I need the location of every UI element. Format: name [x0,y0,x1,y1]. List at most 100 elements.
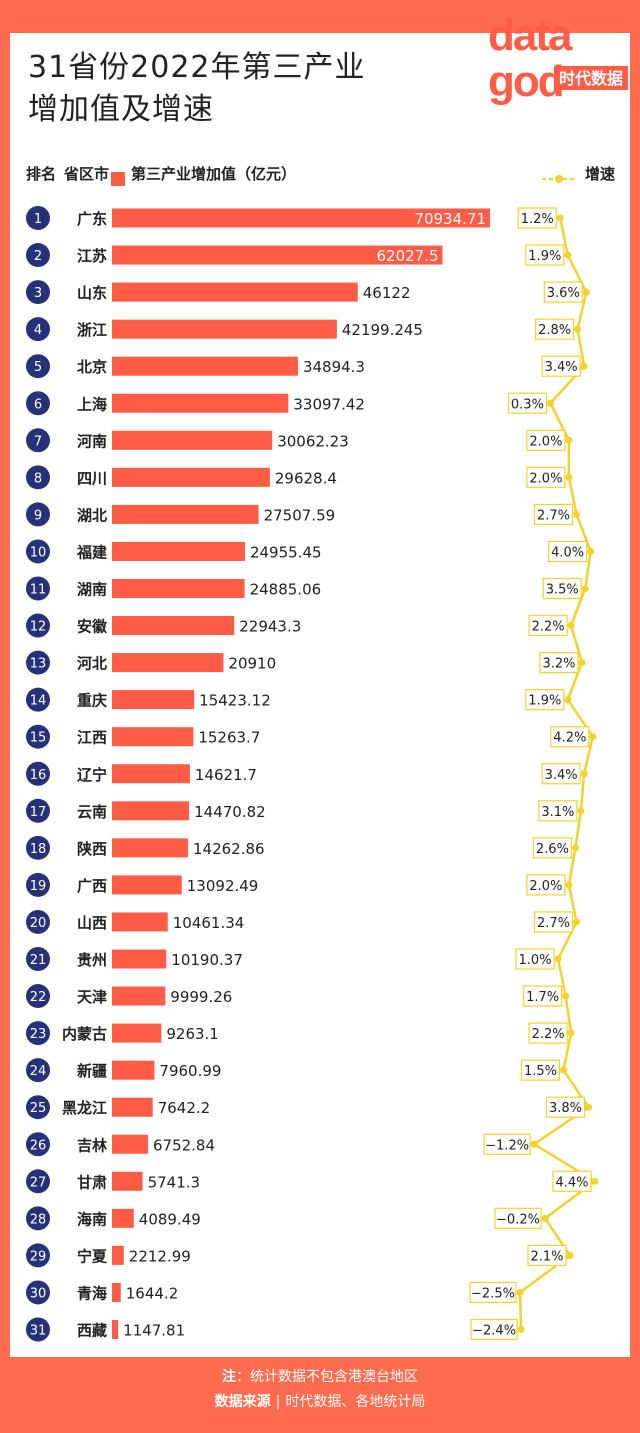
bar-value-label: 7960.99 [159,1062,221,1080]
footer-source-sep: | [275,1394,281,1410]
growth-label-box [533,911,574,933]
bar [112,801,190,821]
bar [112,616,235,636]
footer-source: 数据来源 | 时代数据、各地统计局 [0,1390,640,1415]
rank-label: 18 [30,842,47,857]
rank-label: 10 [30,545,47,560]
growth-value-label: 2.0% [529,434,562,449]
bar-value-label: 7642.2 [158,1099,211,1117]
province-label: 吉林 [77,1136,108,1154]
province-label: 宁夏 [77,1247,108,1265]
growth-value-label: 1.0% [519,953,552,968]
rank-circle [26,761,50,786]
footer-source-label: 数据来源 [214,1394,271,1410]
footer-source-text: 时代数据、各地统计局 [285,1394,426,1410]
growth-value-label: 1.7% [526,990,559,1005]
bar-value-label: 14470.82 [194,803,266,821]
growth-value-label: 3.2% [542,657,575,672]
province-label: 黑龙江 [62,1099,107,1117]
bar-value-label: 30062.23 [277,432,349,450]
rank-circle [26,1132,50,1157]
growth-label-box [539,651,579,674]
province-label: 海南 [77,1210,107,1228]
province-label: 西藏 [77,1322,107,1340]
bar [112,1245,124,1265]
bar [112,541,245,561]
rank-circle [26,650,50,675]
growth-value-label: −1.2% [485,1138,529,1153]
bar-value-label: 5741.3 [148,1173,201,1191]
bar-value-label: 10461.34 [173,914,245,932]
header-value-legend: 第三产业增加值（亿元） [131,165,297,183]
growth-value-label: −2.5% [471,1286,515,1301]
header-rank: 排名 [26,165,57,183]
growth-point [565,436,573,444]
rank-circle [26,354,50,379]
province-label: 广东 [77,210,107,228]
province-label: 辽宁 [77,766,107,784]
bar [112,1282,121,1302]
growth-label-box [526,429,566,451]
bar [112,579,245,598]
bar [112,504,259,524]
rank-circle [26,428,50,453]
province-label: 甘肃 [77,1173,107,1191]
rank-label: 8 [34,471,42,486]
province-label: 广西 [77,877,107,895]
growth-point [581,585,589,592]
rank-circle [26,206,50,230]
growth-point [571,844,579,852]
growth-label-box [532,837,573,859]
bar [112,1134,148,1154]
rank-circle [26,243,50,268]
growth-point [559,1066,567,1074]
rank-label: 15 [30,731,47,746]
bar [112,949,167,969]
rank-label: 25 [30,1101,47,1116]
chart-title-line-2: 增加值及增速 [28,92,214,127]
province-label: 贵州 [77,951,107,969]
growth-value-label: 3.4% [545,360,578,375]
growth-label-box [541,763,581,785]
bar [112,356,298,376]
bar [112,875,182,895]
growth-point [517,1326,525,1333]
rank-label: 26 [30,1138,47,1153]
growth-point [565,881,573,889]
bar [112,838,189,858]
legend-value-swatch [111,172,125,186]
growth-label-box [483,1133,531,1155]
bar-value-label: 9263.1 [166,1025,219,1043]
bar [112,1060,155,1080]
header-province: 省区市 [64,165,110,183]
rank-label: 28 [30,1212,47,1227]
logo-brand: 时代数据 [559,69,623,88]
growth-value-label: −0.2% [496,1212,540,1227]
province-label: 四川 [77,469,107,487]
growth-point [556,214,564,222]
rank-circle [26,502,50,527]
bar [112,764,190,784]
bar-value-label: 42199.245 [342,321,423,339]
growth-label-box [517,207,557,229]
rank-label: 27 [30,1175,47,1190]
bar [112,690,195,710]
bar-value-label: 4089.49 [139,1210,201,1228]
growth-value-label: 2.8% [538,323,571,338]
growth-value-label: 3.8% [549,1101,582,1116]
growth-point [584,1103,592,1111]
bar-value-label: 20910 [228,655,276,673]
growth-label-box [526,466,566,488]
growth-label-box [470,1318,518,1341]
bar [112,1097,153,1117]
province-label: 天津 [77,988,107,1006]
growth-label-box [535,318,575,340]
bar-value-label: 22943.3 [239,618,301,636]
growth-label-box [538,800,578,822]
growth-value-label: 2.1% [530,1249,563,1264]
rank-circle [26,872,50,897]
rank-circle [26,1169,50,1194]
bar-value-label: 24885.06 [250,581,322,599]
rank-circle [26,687,50,712]
growth-label-box [526,874,566,896]
